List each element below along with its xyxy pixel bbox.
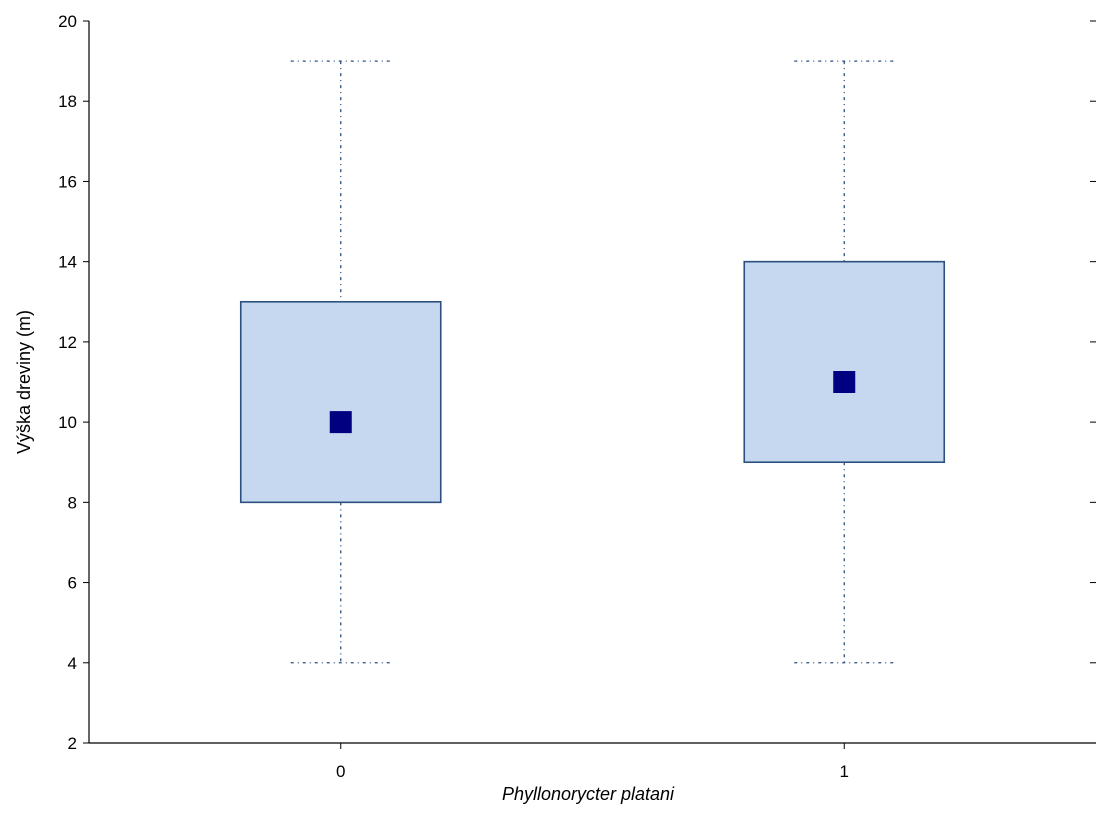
y-tick-label: 2 [68,734,77,753]
box-iqr [239,300,442,504]
y-axis: 2 4 6 8 10 12 14 16 18 20 [58,12,1096,753]
y-tick-label: 4 [68,654,77,673]
y-tick-label: 16 [58,172,77,191]
box-group-0 [239,60,442,664]
median-marker [833,371,856,393]
y-tick-label: 20 [58,12,77,31]
y-tick-label: 6 [68,574,77,593]
y-tick-label: 12 [58,333,77,352]
x-tick-label: 1 [840,762,849,781]
x-axis-title: Phyllonorycter platani [502,784,675,804]
median-marker [329,411,352,434]
y-tick-label: 14 [58,253,77,272]
box-iqr [743,260,946,464]
y-tick-label: 18 [58,92,77,111]
plot-area [239,60,946,664]
y-tick-label: 8 [68,493,77,512]
plot-frame [88,21,1096,744]
box-group-1 [743,60,946,664]
x-tick-label: 0 [336,762,345,781]
y-tick-label: 10 [58,413,77,432]
y-axis-title: Výška dreviny (m) [14,310,34,454]
